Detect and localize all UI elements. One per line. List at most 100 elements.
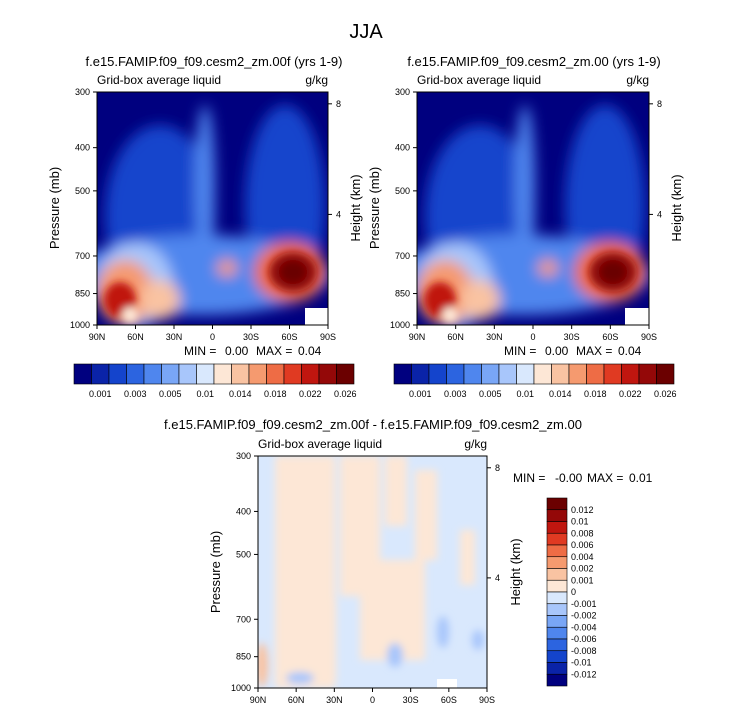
panel-2-ylabel-right: Height (km) xyxy=(669,174,684,241)
panel-3-colorbar-swatch xyxy=(546,568,568,581)
panel-3-title: f.e15.FAMIP.f09_f09.cesm2_zm.00f - f.e15… xyxy=(164,417,582,432)
panel-3-colorbar-swatch xyxy=(546,579,568,593)
panel-3: f.e15.FAMIP.f09_f09.cesm2_zm.00f - f.e15… xyxy=(164,417,653,705)
panel-1-colorbar-label: 0.014 xyxy=(229,389,252,399)
panel-1-colorbar: 0.001 0.003 0.005 0.01 0.014 0.018 0.022 0.026 xyxy=(73,363,357,399)
panel-1-colorbar-swatch xyxy=(91,363,110,385)
panel-3-xtick-label: 90S xyxy=(479,695,495,705)
panel-3-colorbar-label: 0.01 xyxy=(571,517,589,527)
panel-3-field xyxy=(258,456,484,688)
panel-3-colorbar-label: 0.002 xyxy=(571,564,594,574)
panel-2-ytick-label: 850 xyxy=(395,289,410,299)
panel-1: f.e15.FAMIP.f09_f09.cesm2_zm.00f (yrs 1-… xyxy=(47,54,363,399)
panel-3-colorbar-label: -0.008 xyxy=(571,646,597,656)
panel-1-max-value: 0.04 xyxy=(298,344,322,358)
panel-1-colorbar-swatch xyxy=(213,363,232,385)
panel-1-ylabel-right: Height (km) xyxy=(348,174,363,241)
panel-3-xtick-label: 0 xyxy=(370,695,375,705)
panel-3-min-label: MIN = xyxy=(513,471,545,485)
panel-1-ytick-label: 700 xyxy=(75,251,90,261)
panel-3-colorbar-label: -0.01 xyxy=(571,658,592,668)
panel-1-xtick-label: 30S xyxy=(243,332,259,342)
panel-2-min-label: MIN = xyxy=(504,344,536,358)
panel-1-colorbar-swatch xyxy=(336,363,355,385)
panel-2-colorbar-label: 0.005 xyxy=(479,389,502,399)
panel-1-left-label: Grid-box average liquid xyxy=(97,73,221,87)
panel-1-xtick-label: 60S xyxy=(281,332,297,342)
panel-1-colorbar-swatch xyxy=(196,363,215,385)
panel-3-colorbar-swatch xyxy=(546,532,568,546)
panel-2-ytick-right-label: 8 xyxy=(657,99,662,109)
panel-3-colorbar-swatch xyxy=(546,673,568,687)
panel-2-colorbar-swatch xyxy=(498,363,517,385)
panel-2-xtick-label: 60S xyxy=(602,332,618,342)
panel-2-left-label: Grid-box average liquid xyxy=(417,73,541,87)
panel-3-ytick-label: 1000 xyxy=(231,683,251,693)
panel-2-colorbar-swatch xyxy=(656,363,675,385)
panel-3-colorbar-swatch xyxy=(546,556,568,569)
panel-3-left-label: Grid-box average liquid xyxy=(258,437,382,451)
panel-1-colorbar-swatch xyxy=(126,363,145,385)
panel-3-xtick-label: 30S xyxy=(403,695,419,705)
panel-2-ytick-label: 400 xyxy=(395,143,410,153)
panel-1-ytick-label: 300 xyxy=(75,87,90,97)
panel-1-ytick-label: 500 xyxy=(75,186,90,196)
panel-1-plot-area xyxy=(97,92,328,325)
panel-3-colorbar-label: 0.006 xyxy=(571,540,594,550)
panel-2-ytick-right-label: 4 xyxy=(657,209,662,219)
panel-3-xtick-label: 30N xyxy=(326,695,343,705)
panel-2-colorbar-label: 0.001 xyxy=(409,389,432,399)
panel-2-xtick-label: 0 xyxy=(530,332,535,342)
panel-3-colorbar-swatch xyxy=(546,603,568,616)
panel-3-colorbar-label: -0.001 xyxy=(571,599,597,609)
panel-2: f.e15.FAMIP.f09_f09.cesm2_zm.00 (yrs 1-9… xyxy=(367,54,684,399)
panel-3-colorbar-label: 0.001 xyxy=(571,575,594,585)
panel-1-ytick-right-label: 8 xyxy=(336,99,341,109)
panel-2-colorbar-swatch xyxy=(638,363,657,385)
panel-1-colorbar-label: 0.003 xyxy=(124,389,147,399)
panel-1-ytick-label: 850 xyxy=(75,289,90,299)
panel-2-colorbar: 0.001 0.003 0.005 0.01 0.014 0.018 0.022 0.026 xyxy=(393,363,677,399)
panel-1-colorbar-swatch xyxy=(266,363,285,385)
panel-2-colorbar-swatch xyxy=(411,363,430,385)
panel-3-ylabel: Pressure (mb) xyxy=(208,531,223,613)
panel-2-colorbar-swatch xyxy=(516,363,535,385)
panel-2-max-label: MAX = xyxy=(576,344,612,358)
panel-1-missing-data xyxy=(305,308,328,325)
panel-3-colorbar-swatch xyxy=(546,544,568,558)
panel-3-colorbar-swatch xyxy=(546,509,568,522)
panel-1-colorbar-label: 0.018 xyxy=(264,389,287,399)
panel-3-colorbar-swatch xyxy=(546,521,568,534)
panel-3-ytick-label: 300 xyxy=(236,451,251,461)
panel-3-missing-data xyxy=(437,679,457,688)
panel-2-colorbar-swatch xyxy=(446,363,465,385)
panel-1-field-core xyxy=(104,252,317,323)
panel-1-colorbar-swatch xyxy=(73,363,92,385)
panel-2-plot-area xyxy=(417,92,649,325)
panel-2-ytick-label: 700 xyxy=(395,251,410,261)
panel-3-plot-area xyxy=(258,456,487,688)
panel-1-colorbar-swatch xyxy=(318,363,337,385)
panel-1-colorbar-label: 0.01 xyxy=(196,389,214,399)
panel-1-max-label: MAX = xyxy=(256,344,292,358)
panel-3-colorbar-swatch xyxy=(546,638,568,652)
panel-2-colorbar-label: 0.014 xyxy=(549,389,572,399)
panel-3-colorbar-swatch xyxy=(546,626,568,640)
panel-1-xtick-label: 30N xyxy=(166,332,183,342)
panel-3-colorbar-swatch xyxy=(546,662,568,675)
panel-2-colorbar-swatch xyxy=(586,363,605,385)
panel-2-xtick-label: 90S xyxy=(641,332,657,342)
panel-2-colorbar-swatch xyxy=(568,363,587,385)
panel-2-units: g/kg xyxy=(626,73,649,87)
panel-3-ytick-right-label: 8 xyxy=(495,463,500,473)
panel-2-colorbar-swatch xyxy=(428,363,447,385)
panel-1-ytick-right-label: 4 xyxy=(336,209,341,219)
panel-2-ytick-label: 500 xyxy=(395,186,410,196)
panel-1-colorbar-swatch xyxy=(301,363,320,385)
panel-1-xtick-label: 90N xyxy=(89,332,106,342)
panel-3-ytick-label: 400 xyxy=(236,506,251,516)
panel-2-colorbar-swatch xyxy=(533,363,552,385)
panel-1-ytick-label: 400 xyxy=(75,143,90,153)
panel-3-colorbar-label: 0.008 xyxy=(571,528,594,538)
